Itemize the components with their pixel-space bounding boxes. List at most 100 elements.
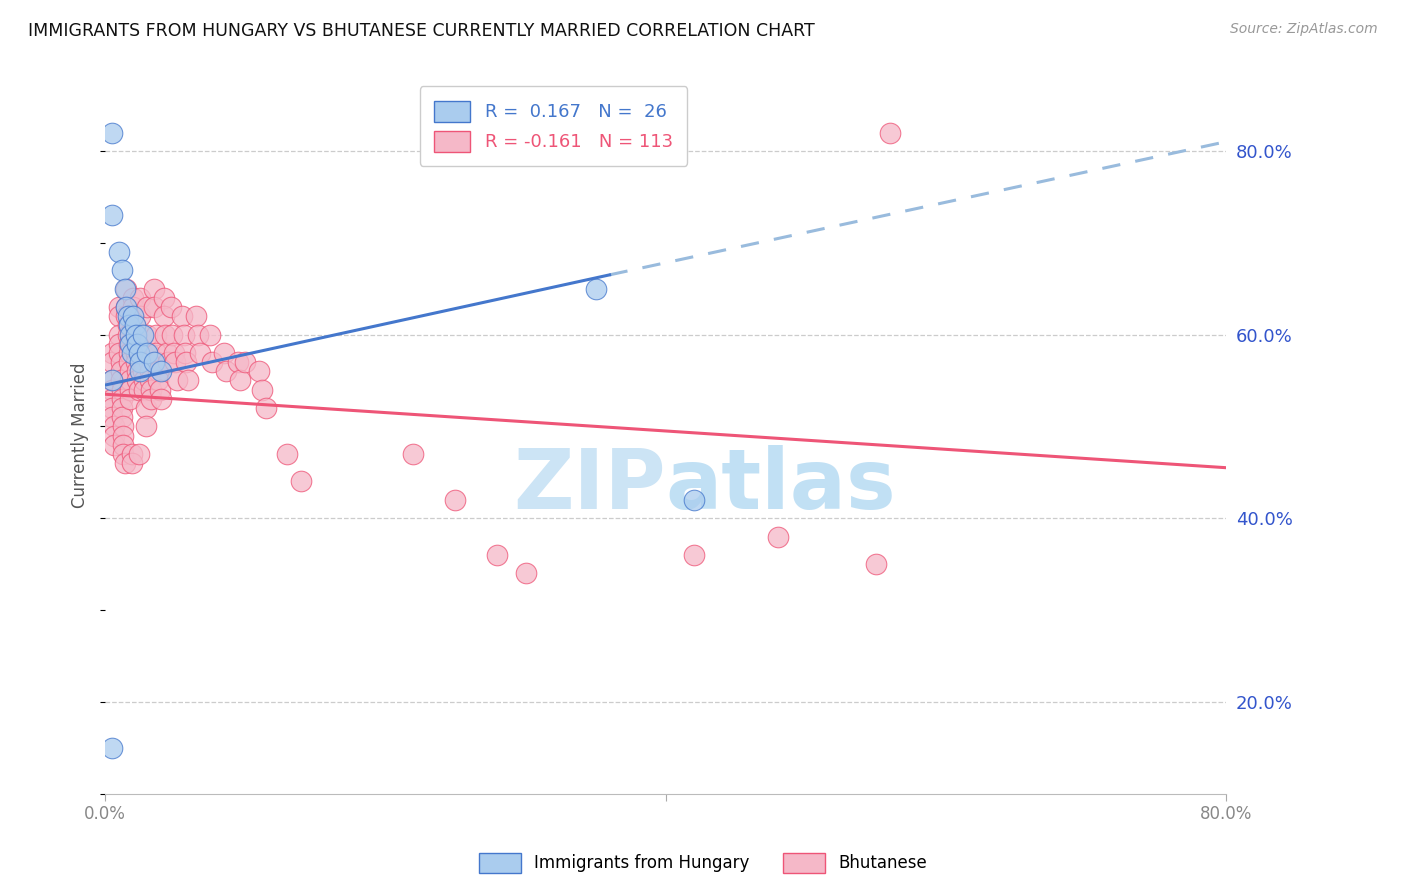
Point [121,346,143,360]
Point [153,309,176,323]
Point [515,566,537,581]
Point [233,355,256,369]
Point [190,346,212,360]
Point [276,447,298,461]
Point [124,327,146,342]
Point [166,374,188,388]
Point [177,374,200,388]
Point [163,346,186,360]
Point [115,282,138,296]
Point [125,355,148,369]
Point [120,327,142,342]
Text: ZIP: ZIP [513,445,665,526]
Legend: Immigrants from Hungary, Bhutanese: Immigrants from Hungary, Bhutanese [472,847,934,880]
Y-axis label: Currently Married: Currently Married [72,363,89,508]
Point [101,392,124,406]
Point [127,336,149,351]
Point [141,392,163,406]
Point [101,208,124,222]
Point [101,355,124,369]
Point [120,374,142,388]
Point [865,557,887,571]
Point [101,374,124,388]
Point [682,548,704,562]
Point [108,244,131,259]
Point [215,364,238,378]
Point [101,740,124,755]
Point [132,364,155,378]
Point [228,374,250,388]
Point [444,492,467,507]
Point [127,374,149,388]
Point [145,346,167,360]
Point [134,383,156,397]
Point [108,327,131,342]
Point [129,309,152,323]
Point [682,492,704,507]
Point [131,327,153,342]
Point [118,318,141,333]
Point [290,475,312,489]
Point [111,263,134,277]
Point [145,327,167,342]
Point [138,346,160,360]
Point [129,355,152,369]
Point [124,318,146,333]
Point [127,364,149,378]
Point [129,291,152,305]
Point [101,126,124,140]
Point [135,401,157,415]
Text: Source: ZipAtlas.com: Source: ZipAtlas.com [1230,22,1378,37]
Point [157,355,180,369]
Point [156,346,179,360]
Point [103,438,125,452]
Point [112,419,135,434]
Point [121,456,143,470]
Point [118,336,141,351]
Point [136,327,159,342]
Point [174,346,197,360]
Point [112,447,135,461]
Point [110,355,132,369]
Point [115,300,138,314]
Point [176,355,198,369]
Point [165,355,187,369]
Point [108,300,131,314]
Point [162,327,184,342]
Point [214,346,236,360]
Point [112,428,135,442]
Point [111,401,134,415]
Point [114,456,136,470]
Point [120,336,142,351]
Point [138,355,160,369]
Point [117,318,139,333]
Point [125,336,148,351]
Point [879,126,901,140]
Point [117,327,139,342]
Point [172,309,194,323]
Point [250,383,273,397]
Point [101,410,124,425]
Point [128,346,150,360]
Text: IMMIGRANTS FROM HUNGARY VS BHUTANESE CURRENTLY MARRIED CORRELATION CHART: IMMIGRANTS FROM HUNGARY VS BHUTANESE CUR… [28,22,815,40]
Point [122,309,145,323]
Point [125,346,148,360]
Point [111,392,134,406]
Point [136,300,159,314]
Point [124,318,146,333]
Point [134,374,156,388]
Point [103,419,125,434]
Point [148,374,170,388]
Point [143,282,166,296]
Point [254,401,277,415]
Point [153,291,176,305]
Point [155,327,177,342]
Point [149,383,172,397]
Point [101,383,124,397]
Point [143,300,166,314]
Point [132,327,155,342]
Point [120,383,142,397]
Point [108,336,131,351]
Point [111,383,134,397]
Point [120,364,142,378]
